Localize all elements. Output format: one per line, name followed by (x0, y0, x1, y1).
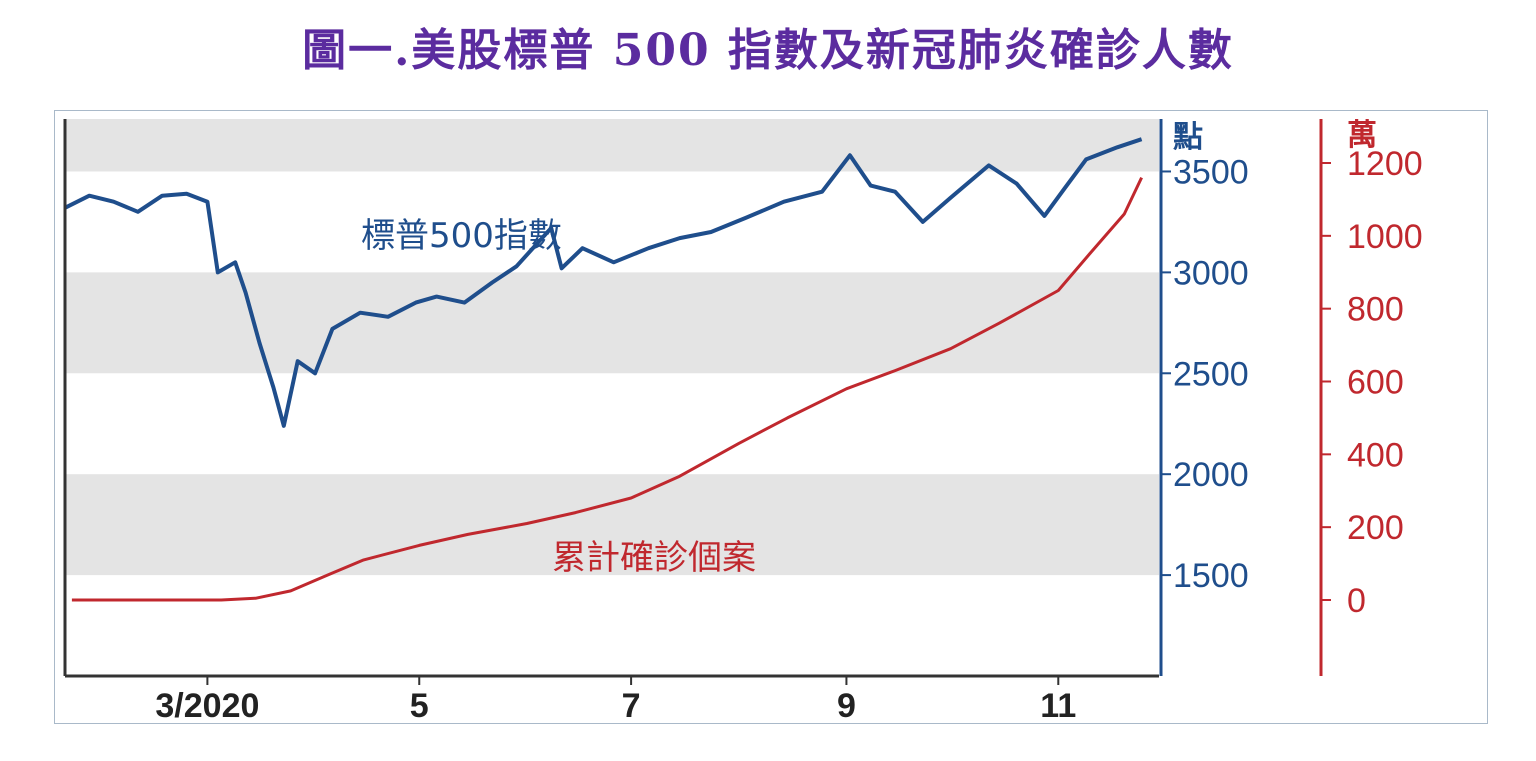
right-tick-label-0: 0 (1347, 582, 1366, 620)
left-tick-label-2: 2500 (1173, 355, 1249, 393)
chart-frame: 3/2020 5 7 9 11 1500 2000 2500 3000 3500 點 0 200 400 6… (54, 110, 1488, 724)
x-tick-label-4: 11 (1040, 687, 1076, 723)
x-tick-label-0: 3/2020 (155, 687, 259, 723)
cases-line (71, 176, 1143, 602)
right-unit-label: 萬 (1347, 118, 1377, 153)
left-tick-label-0: 1500 (1173, 557, 1249, 595)
band-1 (65, 272, 1159, 374)
cases-annotation: 累計確診個案 (552, 538, 756, 578)
chart-title: 圖一.美股標普 500 指數及新冠肺炎確診人數 (302, 25, 1234, 76)
right-tick-label-3: 600 (1347, 364, 1404, 402)
band-0 (65, 474, 1159, 576)
band-2 (65, 119, 1159, 172)
right-tick-label-6: 1200 (1347, 145, 1423, 183)
sp500-annotation: 標普500指數 (361, 216, 562, 256)
left-unit-label: 點 (1173, 120, 1203, 155)
right-tick-label-2: 400 (1347, 436, 1404, 474)
x-tick-label-1: 5 (410, 687, 429, 723)
sp500-line (64, 137, 1143, 428)
right-tick-label-1: 200 (1347, 509, 1404, 547)
left-tick-label-4: 3500 (1173, 153, 1249, 191)
left-tick-label-1: 2000 (1173, 456, 1249, 494)
right-tick-label-5: 1000 (1347, 218, 1423, 256)
left-tick-label-3: 3000 (1173, 254, 1249, 292)
x-tick-label-2: 7 (622, 687, 641, 723)
x-tick-label-3: 9 (837, 687, 856, 723)
right-tick-label-4: 800 (1347, 291, 1404, 329)
